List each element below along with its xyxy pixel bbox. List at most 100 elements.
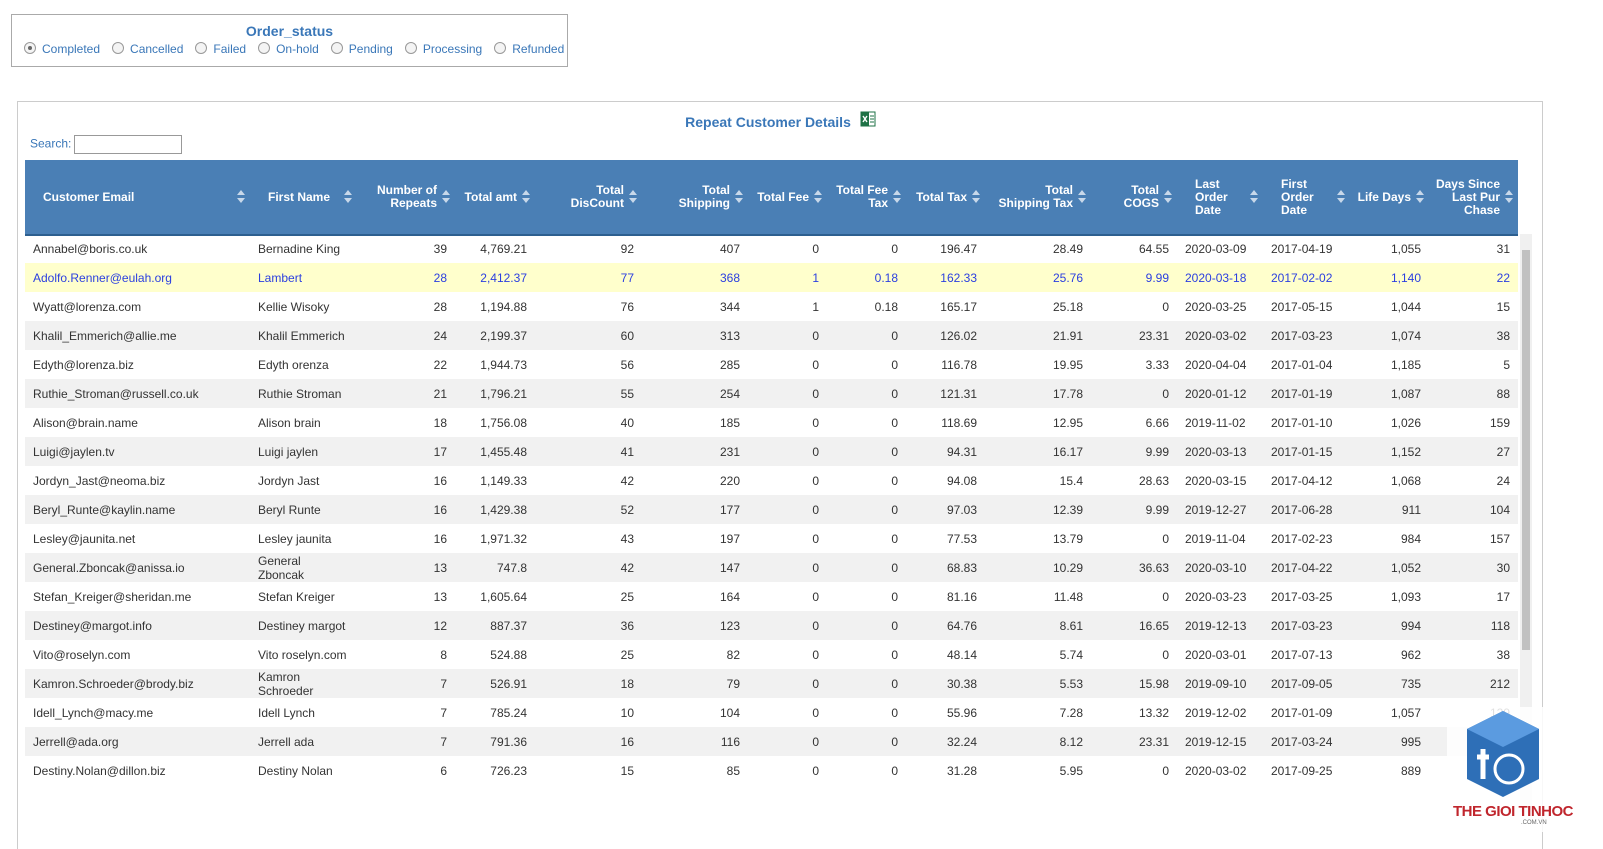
column-header[interactable]: First Name — [250, 160, 357, 236]
table-cell: 77 — [535, 263, 642, 292]
column-header[interactable]: Total Shipping Tax — [985, 160, 1091, 236]
table-cell: 2017-02-02 — [1263, 263, 1350, 292]
radio-label[interactable]: Pending — [348, 42, 393, 56]
table-cell: 7.28 — [1059, 705, 1083, 720]
column-header[interactable]: Number of Repeats — [357, 160, 455, 236]
table-cell: 76 — [620, 299, 634, 314]
table-cell: 81.16 — [946, 589, 977, 604]
radio-option[interactable]: Pending — [330, 42, 393, 56]
radio-button[interactable] — [258, 42, 271, 54]
table-cell: 2017-09-05 — [1263, 669, 1350, 698]
radio-option[interactable]: Processing — [404, 42, 483, 56]
radio-label[interactable]: Processing — [422, 42, 483, 56]
table-cell: 24 — [357, 321, 455, 350]
radio-button[interactable] — [494, 42, 507, 54]
table-cell: Idell_Lynch@macy.me — [33, 705, 154, 720]
radio-option[interactable]: Cancelled — [112, 42, 183, 56]
table-row[interactable]: Adolfo.Renner@eulah.org Lambert 28 2,412.37… — [25, 263, 1518, 292]
table-cell: 22 — [1429, 263, 1518, 292]
export-excel-icon[interactable] — [860, 111, 876, 127]
table-cell: 157 — [1489, 531, 1510, 546]
table-cell: 121.31 — [906, 379, 985, 408]
table-cell: 2017-01-15 — [1263, 437, 1350, 466]
table-cell: 6 — [440, 763, 447, 778]
radio-button[interactable] — [195, 42, 208, 54]
table-cell: 2017-02-23 — [1271, 531, 1333, 546]
table-row[interactable]: Destiny.Nolan@dillon.biz Destiny Nolan 6 72… — [25, 756, 1518, 785]
table-row[interactable]: Vito@roselyn.com Vito roselyn.com 8 524.88 2… — [25, 640, 1518, 669]
radio-label[interactable]: Completed — [42, 42, 101, 56]
table-cell: 104 — [1429, 495, 1518, 524]
radio-button[interactable] — [404, 42, 417, 54]
column-header[interactable]: Life Days — [1350, 160, 1429, 236]
column-header[interactable]: Customer Email — [25, 160, 250, 236]
radio-label[interactable]: Cancelled — [130, 42, 184, 56]
table-cell: 995 — [1350, 727, 1429, 756]
radio-button[interactable] — [24, 42, 36, 54]
filter-title: Order_status — [245, 23, 334, 39]
table-cell: Destiney margot — [250, 611, 357, 640]
table-row[interactable]: Jerrell@ada.org Jerrell ada 7 791.36 16 116 0 0… — [25, 727, 1518, 756]
table-cell: Luigi jaylen — [250, 437, 357, 466]
column-header[interactable]: Total COGS — [1091, 160, 1177, 236]
table-cell: 2019-11-04 — [1185, 531, 1246, 546]
search-input[interactable] — [74, 135, 183, 154]
table-cell: 31.28 — [946, 763, 977, 778]
column-header[interactable]: Total Tax — [906, 160, 985, 236]
table-cell: 97.03 — [906, 495, 985, 524]
table-row[interactable]: Jordyn_Jast@neoma.biz Jordyn Jast 16 1,149.… — [25, 466, 1518, 495]
column-header[interactable]: Total Fee Tax — [827, 160, 906, 236]
radio-option[interactable]: Refunded — [494, 42, 564, 56]
radio-option[interactable]: Failed — [195, 42, 246, 56]
table-cell: 0 — [812, 531, 819, 546]
table-row[interactable]: Alison@brain.name Alison brain 18 1,756.08 4… — [25, 408, 1518, 437]
table-cell: 9.99 — [1091, 495, 1177, 524]
column-header[interactable]: Total DisCount — [535, 160, 642, 236]
column-header[interactable]: Last Order Date — [1177, 160, 1263, 236]
table-row[interactable]: Ruthie_Stroman@russell.co.uk Ruthie Strom… — [25, 379, 1518, 408]
radio-button[interactable] — [112, 42, 125, 54]
table-row[interactable]: Destiney@margot.info Destiney margot 12 887… — [25, 611, 1518, 640]
radio-label[interactable]: On-hold — [276, 42, 319, 56]
radio-label[interactable]: Refunded — [512, 42, 565, 56]
scrollbar[interactable] — [1520, 234, 1532, 812]
table-cell: 12.39 — [985, 495, 1091, 524]
radio-option[interactable]: Completed — [24, 42, 100, 56]
column-header[interactable]: Total amt — [455, 160, 535, 236]
table-cell: 159 — [1489, 415, 1510, 430]
table-cell: 0 — [1162, 589, 1169, 604]
table-cell: 0 — [891, 241, 898, 256]
table-row[interactable]: Annabel@boris.co.uk Bernadine King 39 4,769… — [25, 234, 1518, 263]
table-cell: 2017-01-10 — [1271, 415, 1333, 430]
table-cell: 0 — [812, 647, 819, 662]
scrollbar-thumb[interactable] — [1522, 250, 1530, 650]
radio-label[interactable]: Failed — [213, 42, 247, 56]
table-cell: Khalil Emmerich — [250, 321, 357, 350]
table-cell: 2020-04-04 — [1185, 357, 1247, 372]
table-row[interactable]: Beryl_Runte@kaylin.name Beryl Runte 16 1,42… — [25, 495, 1518, 524]
table-row[interactable]: Stefan_Kreiger@sheridan.me Stefan Kreiger… — [25, 582, 1518, 611]
table-row[interactable]: Khalil_Emmerich@allie.me Khalil Emmerich 2… — [25, 321, 1518, 350]
radio-button[interactable] — [330, 42, 343, 54]
table-cell: 17 — [1496, 589, 1510, 604]
table-cell: 28.49 — [1052, 241, 1083, 256]
table-row[interactable]: Edyth@lorenza.biz Edyth orenza 22 1,944.73 5… — [25, 350, 1518, 379]
table-row[interactable]: Idell_Lynch@macy.me Idell Lynch 7 785.24 10 1… — [25, 698, 1518, 727]
radio-option[interactable]: On-hold — [258, 42, 319, 56]
table-row[interactable]: General.Zboncak@anissa.io General Zboncak… — [25, 553, 1518, 582]
header-row: Customer Email First Name Number of Repeat… — [25, 160, 1518, 236]
column-header[interactable]: Days Since Last Pur Chase — [1429, 160, 1518, 236]
table-row[interactable]: Luigi@jaylen.tv Luigi jaylen 17 1,455.48 41 2… — [25, 437, 1518, 466]
table-row[interactable]: Lesley@jaunita.net Lesley jaunita 16 1,971.… — [25, 524, 1518, 553]
table-cell: 25 — [620, 647, 634, 662]
column-header[interactable]: Total Shipping — [642, 160, 748, 236]
column-header[interactable]: Total Fee — [748, 160, 827, 236]
table-cell: Stefan Kreiger — [258, 589, 335, 604]
table-cell: 0 — [827, 495, 906, 524]
table-cell: 64.55 — [1138, 241, 1169, 256]
table-row[interactable]: Wyatt@lorenza.com Kellie Wisoky 28 1,194.88… — [25, 292, 1518, 321]
table-row[interactable]: Kamron.Schroeder@brody.biz Kamron Schroed… — [25, 669, 1518, 698]
column-header[interactable]: First Order Date — [1263, 160, 1350, 236]
table-cell: 1,052 — [1350, 553, 1429, 582]
table-cell: 18 — [535, 669, 642, 698]
